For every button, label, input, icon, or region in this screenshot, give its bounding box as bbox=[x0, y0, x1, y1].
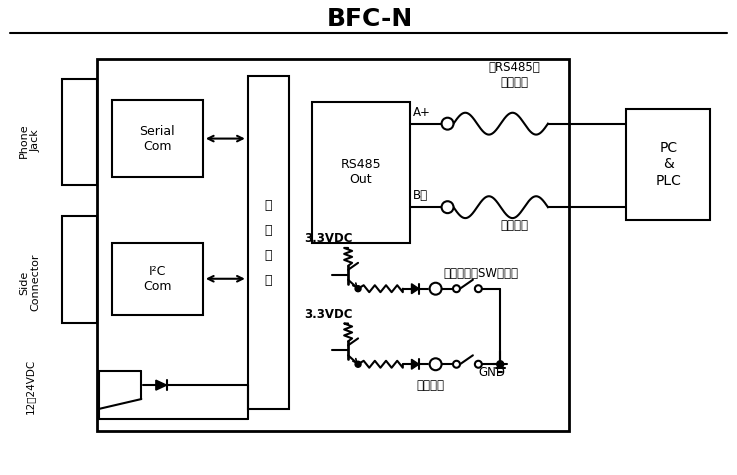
Circle shape bbox=[475, 285, 482, 292]
Circle shape bbox=[430, 358, 441, 370]
Text: （黑色）〈SW输出〉: （黑色）〈SW输出〉 bbox=[444, 267, 519, 280]
Text: BFC-N: BFC-N bbox=[327, 7, 413, 31]
Text: PC
&
PLC: PC & PLC bbox=[655, 141, 681, 188]
Text: Side
Connector: Side Connector bbox=[19, 254, 41, 312]
Text: B－: B－ bbox=[413, 189, 428, 202]
Bar bbox=[111, 243, 203, 314]
Text: I²C
Com: I²C Com bbox=[143, 265, 172, 293]
Circle shape bbox=[441, 201, 453, 213]
Bar bbox=[248, 76, 290, 409]
Circle shape bbox=[430, 283, 441, 294]
Bar bbox=[97, 59, 569, 431]
Text: 内
部
电
路: 内 部 电 路 bbox=[265, 199, 273, 287]
Circle shape bbox=[497, 361, 503, 368]
Text: A+: A+ bbox=[413, 106, 430, 119]
Text: 〈RS485〉: 〈RS485〉 bbox=[489, 61, 540, 75]
Text: GND: GND bbox=[478, 366, 506, 379]
Bar bbox=[62, 216, 97, 323]
Polygon shape bbox=[411, 359, 419, 369]
Text: （棕色）: （棕色） bbox=[500, 76, 528, 89]
Circle shape bbox=[453, 285, 460, 292]
Text: （白色）: （白色） bbox=[416, 379, 444, 392]
Text: 12＄24VDC: 12＄24VDC bbox=[25, 359, 35, 414]
Bar bbox=[111, 100, 203, 177]
Text: Serial
Com: Serial Com bbox=[139, 124, 175, 152]
Polygon shape bbox=[156, 380, 167, 390]
Circle shape bbox=[355, 361, 361, 367]
Bar bbox=[62, 79, 97, 185]
Text: （粉红）: （粉红） bbox=[500, 218, 528, 232]
Circle shape bbox=[475, 361, 482, 368]
Text: 3.3VDC: 3.3VDC bbox=[304, 232, 353, 245]
Circle shape bbox=[453, 361, 460, 368]
Text: RS485
Out: RS485 Out bbox=[340, 158, 381, 186]
Polygon shape bbox=[411, 284, 419, 294]
Text: 3.3VDC: 3.3VDC bbox=[304, 307, 353, 321]
Bar bbox=[312, 102, 410, 243]
Circle shape bbox=[441, 118, 453, 130]
Text: Phone
Jack: Phone Jack bbox=[19, 123, 41, 158]
Circle shape bbox=[355, 286, 361, 292]
Bar bbox=[626, 109, 710, 220]
